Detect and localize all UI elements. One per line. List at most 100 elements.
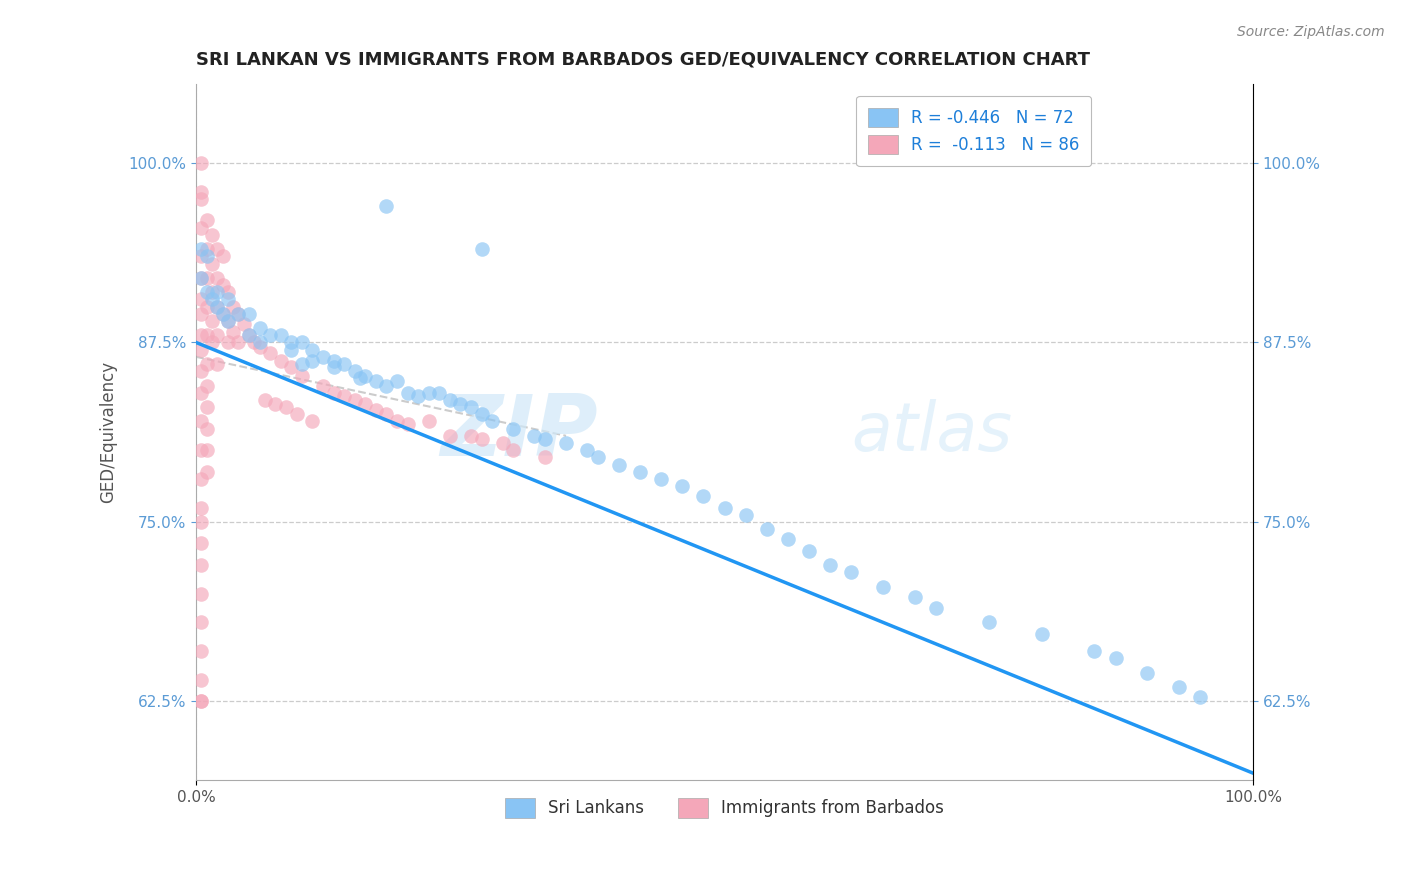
Text: atlas: atlas <box>852 400 1012 466</box>
Point <box>481 414 503 428</box>
Point <box>322 385 344 400</box>
Point <box>492 436 515 450</box>
Point <box>977 615 1000 630</box>
Point <box>502 422 524 436</box>
Point <box>460 429 482 443</box>
Point <box>375 378 398 392</box>
Point <box>671 479 693 493</box>
Point <box>385 414 408 428</box>
Point <box>607 458 630 472</box>
Point <box>190 242 212 256</box>
Point <box>470 407 492 421</box>
Point <box>217 314 239 328</box>
Point <box>190 385 212 400</box>
Point <box>534 432 557 446</box>
Point <box>280 335 302 350</box>
Point <box>190 328 212 343</box>
Point <box>207 300 229 314</box>
Point <box>301 343 323 357</box>
Point <box>925 601 948 615</box>
Point <box>841 565 863 579</box>
Point <box>343 364 366 378</box>
Point <box>270 328 292 343</box>
Point <box>1168 680 1191 694</box>
Point <box>1104 651 1126 665</box>
Point <box>195 357 218 371</box>
Point <box>190 443 212 458</box>
Point <box>207 271 229 285</box>
Point <box>211 307 233 321</box>
Point <box>253 392 276 407</box>
Point <box>375 199 398 213</box>
Point <box>190 293 212 307</box>
Point <box>190 307 212 321</box>
Point <box>427 385 450 400</box>
Point <box>195 213 218 227</box>
Point <box>190 644 212 658</box>
Point <box>222 300 245 314</box>
Point <box>207 300 229 314</box>
Point <box>797 543 820 558</box>
Point <box>211 249 233 263</box>
Point <box>190 500 212 515</box>
Point <box>776 532 799 546</box>
Point <box>195 400 218 414</box>
Point <box>301 354 323 368</box>
Point <box>713 500 735 515</box>
Point <box>523 429 546 443</box>
Point <box>190 587 212 601</box>
Point <box>364 374 387 388</box>
Point <box>190 694 212 708</box>
Point <box>207 328 229 343</box>
Point <box>534 450 557 465</box>
Point <box>1189 690 1212 704</box>
Point <box>190 472 212 486</box>
Point <box>396 417 419 432</box>
Point <box>1083 644 1105 658</box>
Point <box>364 403 387 417</box>
Point <box>190 615 212 630</box>
Point <box>207 357 229 371</box>
Point <box>586 450 609 465</box>
Text: SRI LANKAN VS IMMIGRANTS FROM BARBADOS GED/EQUIVALENCY CORRELATION CHART: SRI LANKAN VS IMMIGRANTS FROM BARBADOS G… <box>197 51 1090 69</box>
Point <box>190 156 212 170</box>
Point <box>195 249 218 263</box>
Point <box>312 350 335 364</box>
Point <box>228 307 250 321</box>
Point <box>232 317 254 331</box>
Point <box>207 242 229 256</box>
Point <box>449 397 471 411</box>
Point <box>470 432 492 446</box>
Point <box>190 694 212 708</box>
Point <box>354 368 377 383</box>
Point <box>692 489 714 503</box>
Point <box>396 385 419 400</box>
Point <box>280 359 302 374</box>
Point <box>190 536 212 550</box>
Point <box>217 285 239 300</box>
Point <box>195 422 218 436</box>
Point <box>190 220 212 235</box>
Point <box>1136 665 1159 680</box>
Point <box>312 378 335 392</box>
Point <box>201 227 224 242</box>
Point <box>195 285 218 300</box>
Point <box>243 335 266 350</box>
Point <box>190 271 212 285</box>
Point <box>755 522 778 536</box>
Point <box>576 443 599 458</box>
Point <box>201 285 224 300</box>
Point <box>195 242 218 256</box>
Point <box>439 429 461 443</box>
Point <box>190 364 212 378</box>
Point <box>375 407 398 421</box>
Point <box>228 307 250 321</box>
Point <box>418 414 440 428</box>
Point <box>222 326 245 340</box>
Point <box>270 354 292 368</box>
Point <box>249 335 271 350</box>
Point <box>280 343 302 357</box>
Point <box>190 515 212 529</box>
Point <box>238 307 260 321</box>
Point <box>238 328 260 343</box>
